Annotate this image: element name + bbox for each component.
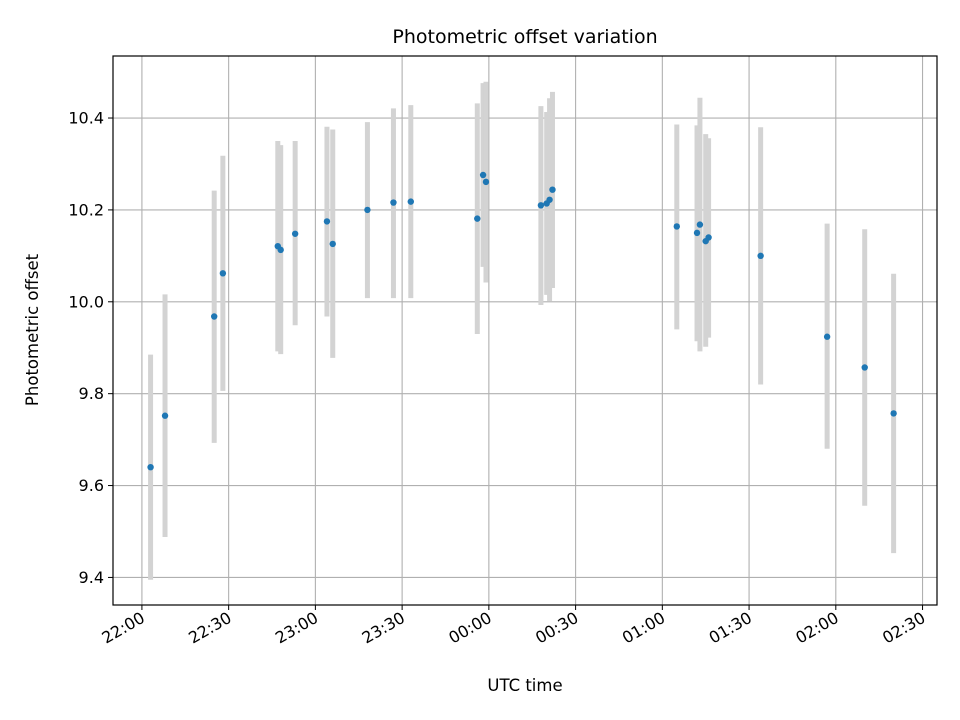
- x-axis-title: UTC time: [487, 676, 562, 695]
- y-tick-label: 10.2: [68, 200, 104, 219]
- data-point: [210, 313, 218, 320]
- data-point: [474, 215, 481, 222]
- data-point: [479, 171, 487, 179]
- data-point: [364, 206, 371, 214]
- data-point: [757, 252, 764, 260]
- data-points: [147, 171, 897, 471]
- y-tick-label: 10.0: [68, 292, 104, 311]
- data-point: [147, 463, 154, 471]
- data-point: [390, 199, 397, 206]
- data-point: [277, 246, 284, 254]
- data-point: [323, 218, 331, 225]
- data-point: [549, 186, 556, 193]
- data-point: [890, 410, 897, 417]
- data-point: [696, 221, 704, 228]
- data-point: [291, 230, 299, 237]
- plot-area: [113, 56, 937, 605]
- data-point: [329, 240, 336, 248]
- data-point: [673, 223, 680, 230]
- grid-lines: [113, 56, 937, 605]
- data-point: [861, 364, 868, 371]
- y-axis-ticks: 9.4 9.6 9.8 10.0 10.2 10.4: [68, 109, 113, 587]
- data-point: [546, 196, 553, 203]
- y-tick-label: 10.4: [68, 109, 104, 128]
- chart-title: Photometric offset variation: [392, 26, 657, 48]
- y-axis-title: Photometric offset: [23, 253, 42, 406]
- data-point: [537, 202, 545, 209]
- data-point: [482, 178, 490, 186]
- data-point: [705, 234, 712, 241]
- y-tick-label: 9.4: [79, 568, 104, 587]
- y-tick-label: 9.6: [79, 476, 104, 495]
- plot-frame: [112, 55, 938, 606]
- y-tick-label: 9.8: [79, 384, 104, 403]
- data-point: [693, 229, 701, 237]
- data-point: [823, 333, 831, 340]
- data-point: [219, 270, 227, 277]
- data-point: [161, 412, 169, 419]
- data-point: [407, 198, 414, 205]
